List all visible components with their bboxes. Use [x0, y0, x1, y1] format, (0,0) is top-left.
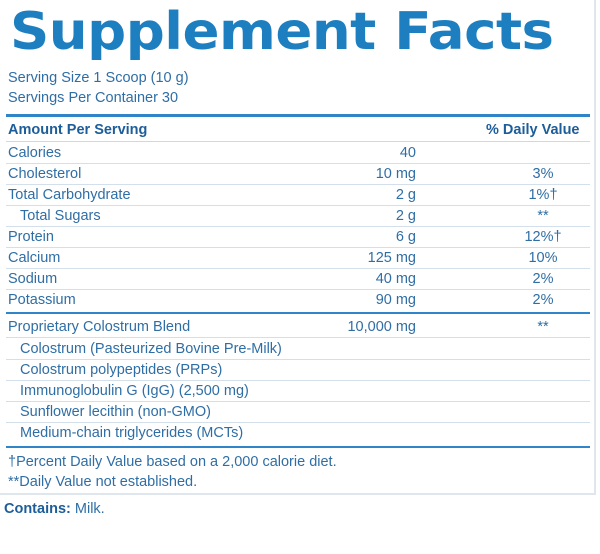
blend-ingredient: Colostrum polypeptides (PRPs): [20, 362, 223, 378]
daily-value-header: % Daily Value: [486, 122, 580, 138]
nutrient-amount: 40 mg: [375, 271, 416, 287]
amount-per-serving-header: Amount Per Serving: [8, 122, 148, 138]
footnote-dv-not-established: **Daily Value not established.: [8, 474, 198, 490]
servings-per-container: Servings Per Container 30: [8, 90, 179, 106]
nutrient-row-sodium: Sodium 40 mg 2%: [6, 269, 590, 290]
blend-daily-value: **: [537, 319, 549, 335]
blend-row: Proprietary Colostrum Blend 10,000 mg **: [6, 317, 590, 338]
blend-ingredient: Sunflower lecithin (non-GMO): [20, 404, 211, 420]
serving-size: Serving Size 1 Scoop (10 g): [8, 70, 189, 86]
nutrient-amount: 10 mg: [375, 166, 416, 182]
nutrient-row-total-sugars: Total Sugars 2 g **: [6, 206, 590, 227]
allergen-statement: Contains: Milk.: [4, 500, 105, 518]
nutrient-name: Calories: [8, 145, 62, 161]
contains-value: Milk.: [70, 501, 105, 517]
blend-ingredient-row: Colostrum (Pasteurized Bovine Pre-Milk): [6, 339, 590, 360]
nutrient-name: Potassium: [8, 292, 76, 308]
header-rule: [6, 114, 590, 117]
nutrient-daily-value: **: [537, 208, 549, 224]
nutrient-daily-value: 3%: [532, 166, 554, 182]
nutrient-row-calories: Calories 40: [6, 143, 590, 164]
nutrient-row-potassium: Potassium 90 mg 2%: [6, 290, 590, 311]
footnote-percent-dv: †Percent Daily Value based on a 2,000 ca…: [8, 454, 337, 470]
nutrient-daily-value: 1%†: [528, 187, 558, 203]
nutrient-daily-value: 10%: [528, 250, 558, 266]
nutrient-name: Total Carbohydrate: [8, 187, 131, 203]
blend-divider: [6, 312, 590, 314]
nutrient-amount: 6 g: [395, 229, 416, 245]
nutrient-name: Protein: [8, 229, 54, 245]
nutrient-daily-value: 2%: [532, 292, 554, 308]
nutrient-daily-value: 2%: [532, 271, 554, 287]
header-bottom-rule: [6, 141, 590, 142]
blend-ingredient: Immunoglobulin G (IgG) (2,500 mg): [20, 383, 249, 399]
blend-name: Proprietary Colostrum Blend: [8, 319, 191, 335]
panel-title: Supplement Facts: [10, 2, 554, 62]
blend-ingredient: Medium-chain triglycerides (MCTs): [20, 425, 244, 441]
blend-amount: 10,000 mg: [347, 319, 416, 335]
nutrient-amount: 90 mg: [375, 292, 416, 308]
blend-ingredient-row: Sunflower lecithin (non-GMO): [6, 402, 590, 423]
blend-ingredient-row: Colostrum polypeptides (PRPs): [6, 360, 590, 381]
nutrient-amount: 40: [399, 145, 416, 161]
nutrient-row-calcium: Calcium 125 mg 10%: [6, 248, 590, 269]
contains-label: Contains:: [4, 501, 71, 517]
nutrient-name: Total Sugars: [20, 208, 101, 224]
nutrient-daily-value: 12%†: [524, 229, 562, 245]
nutrient-name: Calcium: [8, 250, 61, 266]
supplement-facts-panel: Supplement Facts Serving Size 1 Scoop (1…: [0, 0, 596, 495]
blend-ingredient-row: Medium-chain triglycerides (MCTs): [6, 423, 590, 444]
nutrient-name: Cholesterol: [8, 166, 82, 182]
blend-ingredient: Colostrum (Pasteurized Bovine Pre-Milk): [20, 341, 282, 357]
nutrient-row-total-carbohydrate: Total Carbohydrate 2 g 1%†: [6, 185, 590, 206]
blend-ingredient-row: Immunoglobulin G (IgG) (2,500 mg): [6, 381, 590, 402]
nutrient-name: Sodium: [8, 271, 58, 287]
nutrient-row-protein: Protein 6 g 12%†: [6, 227, 590, 248]
nutrient-amount: 2 g: [395, 208, 416, 224]
footnote-divider: [6, 446, 590, 448]
nutrient-amount: 125 mg: [367, 250, 416, 266]
nutrient-row-cholesterol: Cholesterol 10 mg 3%: [6, 164, 590, 185]
nutrient-amount: 2 g: [395, 187, 416, 203]
